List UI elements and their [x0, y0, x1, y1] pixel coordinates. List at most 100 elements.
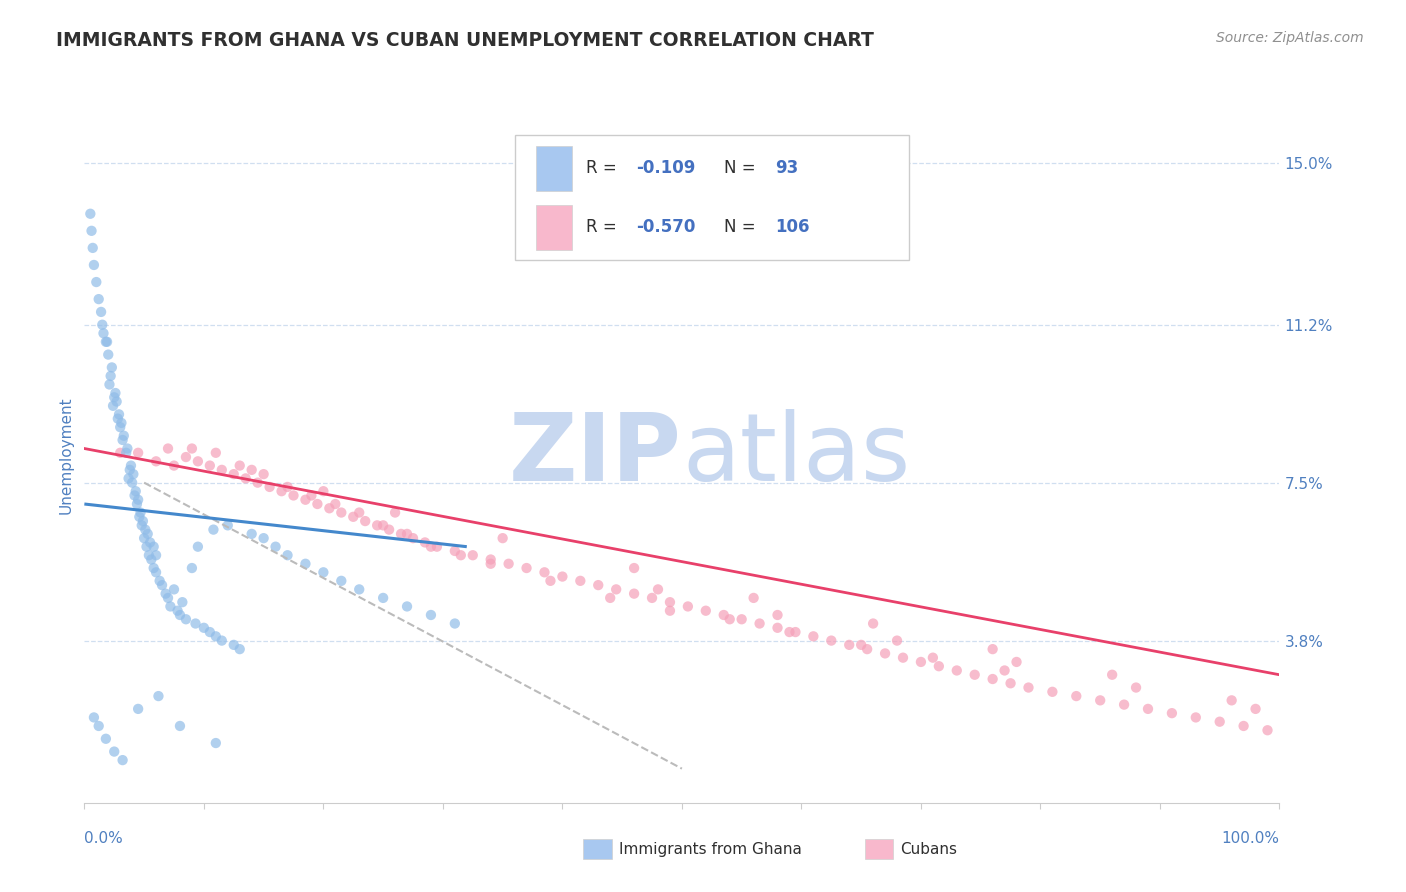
- Point: [330, 506, 353, 520]
- Point: [138, 548, 160, 562]
- Point: [538, 574, 561, 588]
- Point: [211, 633, 233, 648]
- Point: [94, 334, 117, 349]
- Point: [1112, 698, 1135, 712]
- Point: [318, 501, 340, 516]
- Point: [259, 480, 281, 494]
- Text: 106: 106: [775, 219, 810, 236]
- Point: [202, 523, 225, 537]
- FancyBboxPatch shape: [536, 205, 572, 250]
- Point: [110, 446, 132, 460]
- Point: [125, 497, 148, 511]
- Point: [605, 582, 627, 597]
- Point: [283, 488, 305, 502]
- Point: [132, 531, 156, 545]
- Point: [1005, 655, 1028, 669]
- Point: [108, 408, 131, 422]
- Point: [228, 642, 252, 657]
- Point: [323, 497, 346, 511]
- Point: [205, 629, 228, 643]
- Point: [623, 561, 645, 575]
- Point: [90, 305, 112, 319]
- Point: [132, 514, 155, 528]
- Point: [93, 326, 115, 341]
- Point: [993, 664, 1015, 678]
- Point: [444, 544, 467, 558]
- Point: [928, 659, 950, 673]
- Point: [174, 612, 197, 626]
- Point: [886, 633, 908, 648]
- Text: atlas: atlas: [682, 409, 910, 501]
- Point: [981, 642, 1004, 657]
- Point: [371, 591, 394, 605]
- Point: [94, 731, 117, 746]
- Point: [187, 454, 209, 468]
- Point: [142, 540, 165, 554]
- Point: [264, 540, 287, 554]
- Point: [731, 612, 754, 626]
- Point: [105, 394, 128, 409]
- Point: [389, 527, 412, 541]
- Point: [187, 540, 209, 554]
- Point: [718, 612, 741, 626]
- Point: [127, 492, 149, 507]
- Point: [533, 566, 555, 580]
- Point: [1125, 681, 1147, 695]
- Point: [426, 540, 449, 554]
- Point: [515, 561, 537, 575]
- Point: [104, 386, 127, 401]
- Point: [96, 334, 118, 349]
- Point: [129, 506, 152, 520]
- Point: [111, 753, 134, 767]
- Point: [349, 582, 371, 597]
- Point: [211, 463, 233, 477]
- Point: [492, 531, 515, 545]
- Point: [301, 488, 323, 502]
- Point: [450, 548, 472, 562]
- Point: [294, 557, 316, 571]
- Point: [820, 633, 842, 648]
- Point: [1088, 693, 1111, 707]
- Point: [1066, 689, 1088, 703]
- Point: [159, 599, 181, 614]
- Point: [107, 411, 129, 425]
- Point: [111, 433, 134, 447]
- Point: [748, 616, 770, 631]
- Point: [205, 446, 228, 460]
- Text: IMMIGRANTS FROM GHANA VS CUBAN UNEMPLOYMENT CORRELATION CHART: IMMIGRANTS FROM GHANA VS CUBAN UNEMPLOYM…: [56, 31, 875, 50]
- Point: [240, 527, 263, 541]
- Point: [193, 621, 215, 635]
- Point: [222, 638, 245, 652]
- Point: [157, 591, 180, 605]
- Point: [122, 467, 145, 482]
- Point: [97, 348, 120, 362]
- Point: [276, 548, 298, 562]
- Point: [117, 442, 139, 456]
- Point: [658, 595, 681, 609]
- Point: [402, 531, 425, 545]
- Point: [155, 587, 177, 601]
- Point: [396, 599, 419, 614]
- Point: [128, 509, 150, 524]
- Text: ZIP: ZIP: [509, 409, 682, 501]
- Y-axis label: Unemployment: Unemployment: [58, 396, 73, 514]
- Text: R =: R =: [586, 160, 623, 178]
- Point: [121, 475, 143, 490]
- Point: [110, 420, 132, 434]
- Point: [623, 587, 645, 601]
- Point: [87, 292, 110, 306]
- Point: [641, 591, 664, 605]
- Point: [136, 527, 159, 541]
- Point: [1232, 719, 1254, 733]
- Point: [169, 719, 191, 733]
- Point: [91, 318, 114, 332]
- Point: [180, 561, 202, 575]
- FancyBboxPatch shape: [536, 145, 572, 191]
- Point: [676, 599, 699, 614]
- Point: [82, 241, 104, 255]
- Point: [103, 390, 125, 404]
- Point: [378, 523, 401, 537]
- Point: [228, 458, 252, 473]
- Point: [103, 745, 125, 759]
- Point: [83, 710, 105, 724]
